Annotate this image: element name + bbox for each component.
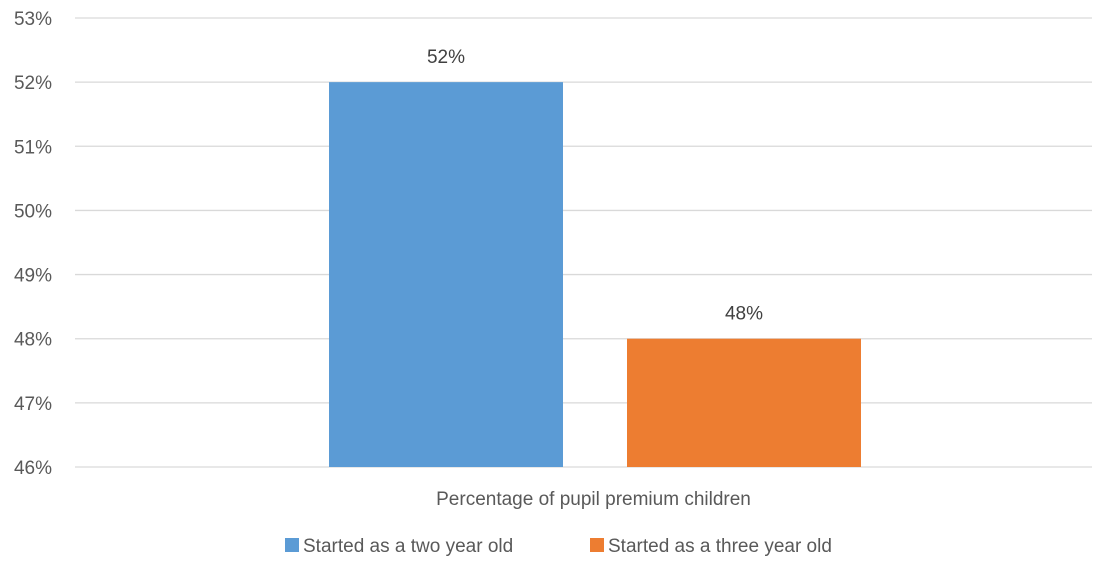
x-category-label: Percentage of pupil premium children: [436, 489, 751, 510]
data-labels: 52% 48%: [427, 47, 763, 325]
y-tick-label: 47%: [14, 394, 52, 415]
y-tick-label: 48%: [14, 330, 52, 351]
gridlines: [75, 17, 1092, 468]
y-tick-label: 53%: [14, 9, 52, 30]
bar-three-year-old: [627, 338, 861, 467]
data-label: 52%: [427, 47, 465, 68]
y-tick-label: 46%: [14, 458, 52, 479]
legend-swatch: [285, 538, 299, 552]
data-label: 48%: [725, 304, 763, 325]
y-tick-label: 50%: [14, 201, 52, 222]
y-tick-label: 52%: [14, 73, 52, 94]
legend-label: Started as a two year old: [303, 536, 513, 557]
y-axis-tick-labels: 46% 47% 48% 49% 50% 51% 52% 53%: [14, 9, 52, 479]
bars: [329, 82, 861, 468]
y-tick-label: 51%: [14, 137, 52, 158]
legend: Started as a two year old Started as a th…: [285, 536, 832, 557]
legend-label: Started as a three year old: [608, 536, 832, 557]
y-tick-label: 49%: [14, 266, 52, 287]
legend-swatch: [590, 538, 604, 552]
bar-two-year-old: [329, 82, 563, 468]
